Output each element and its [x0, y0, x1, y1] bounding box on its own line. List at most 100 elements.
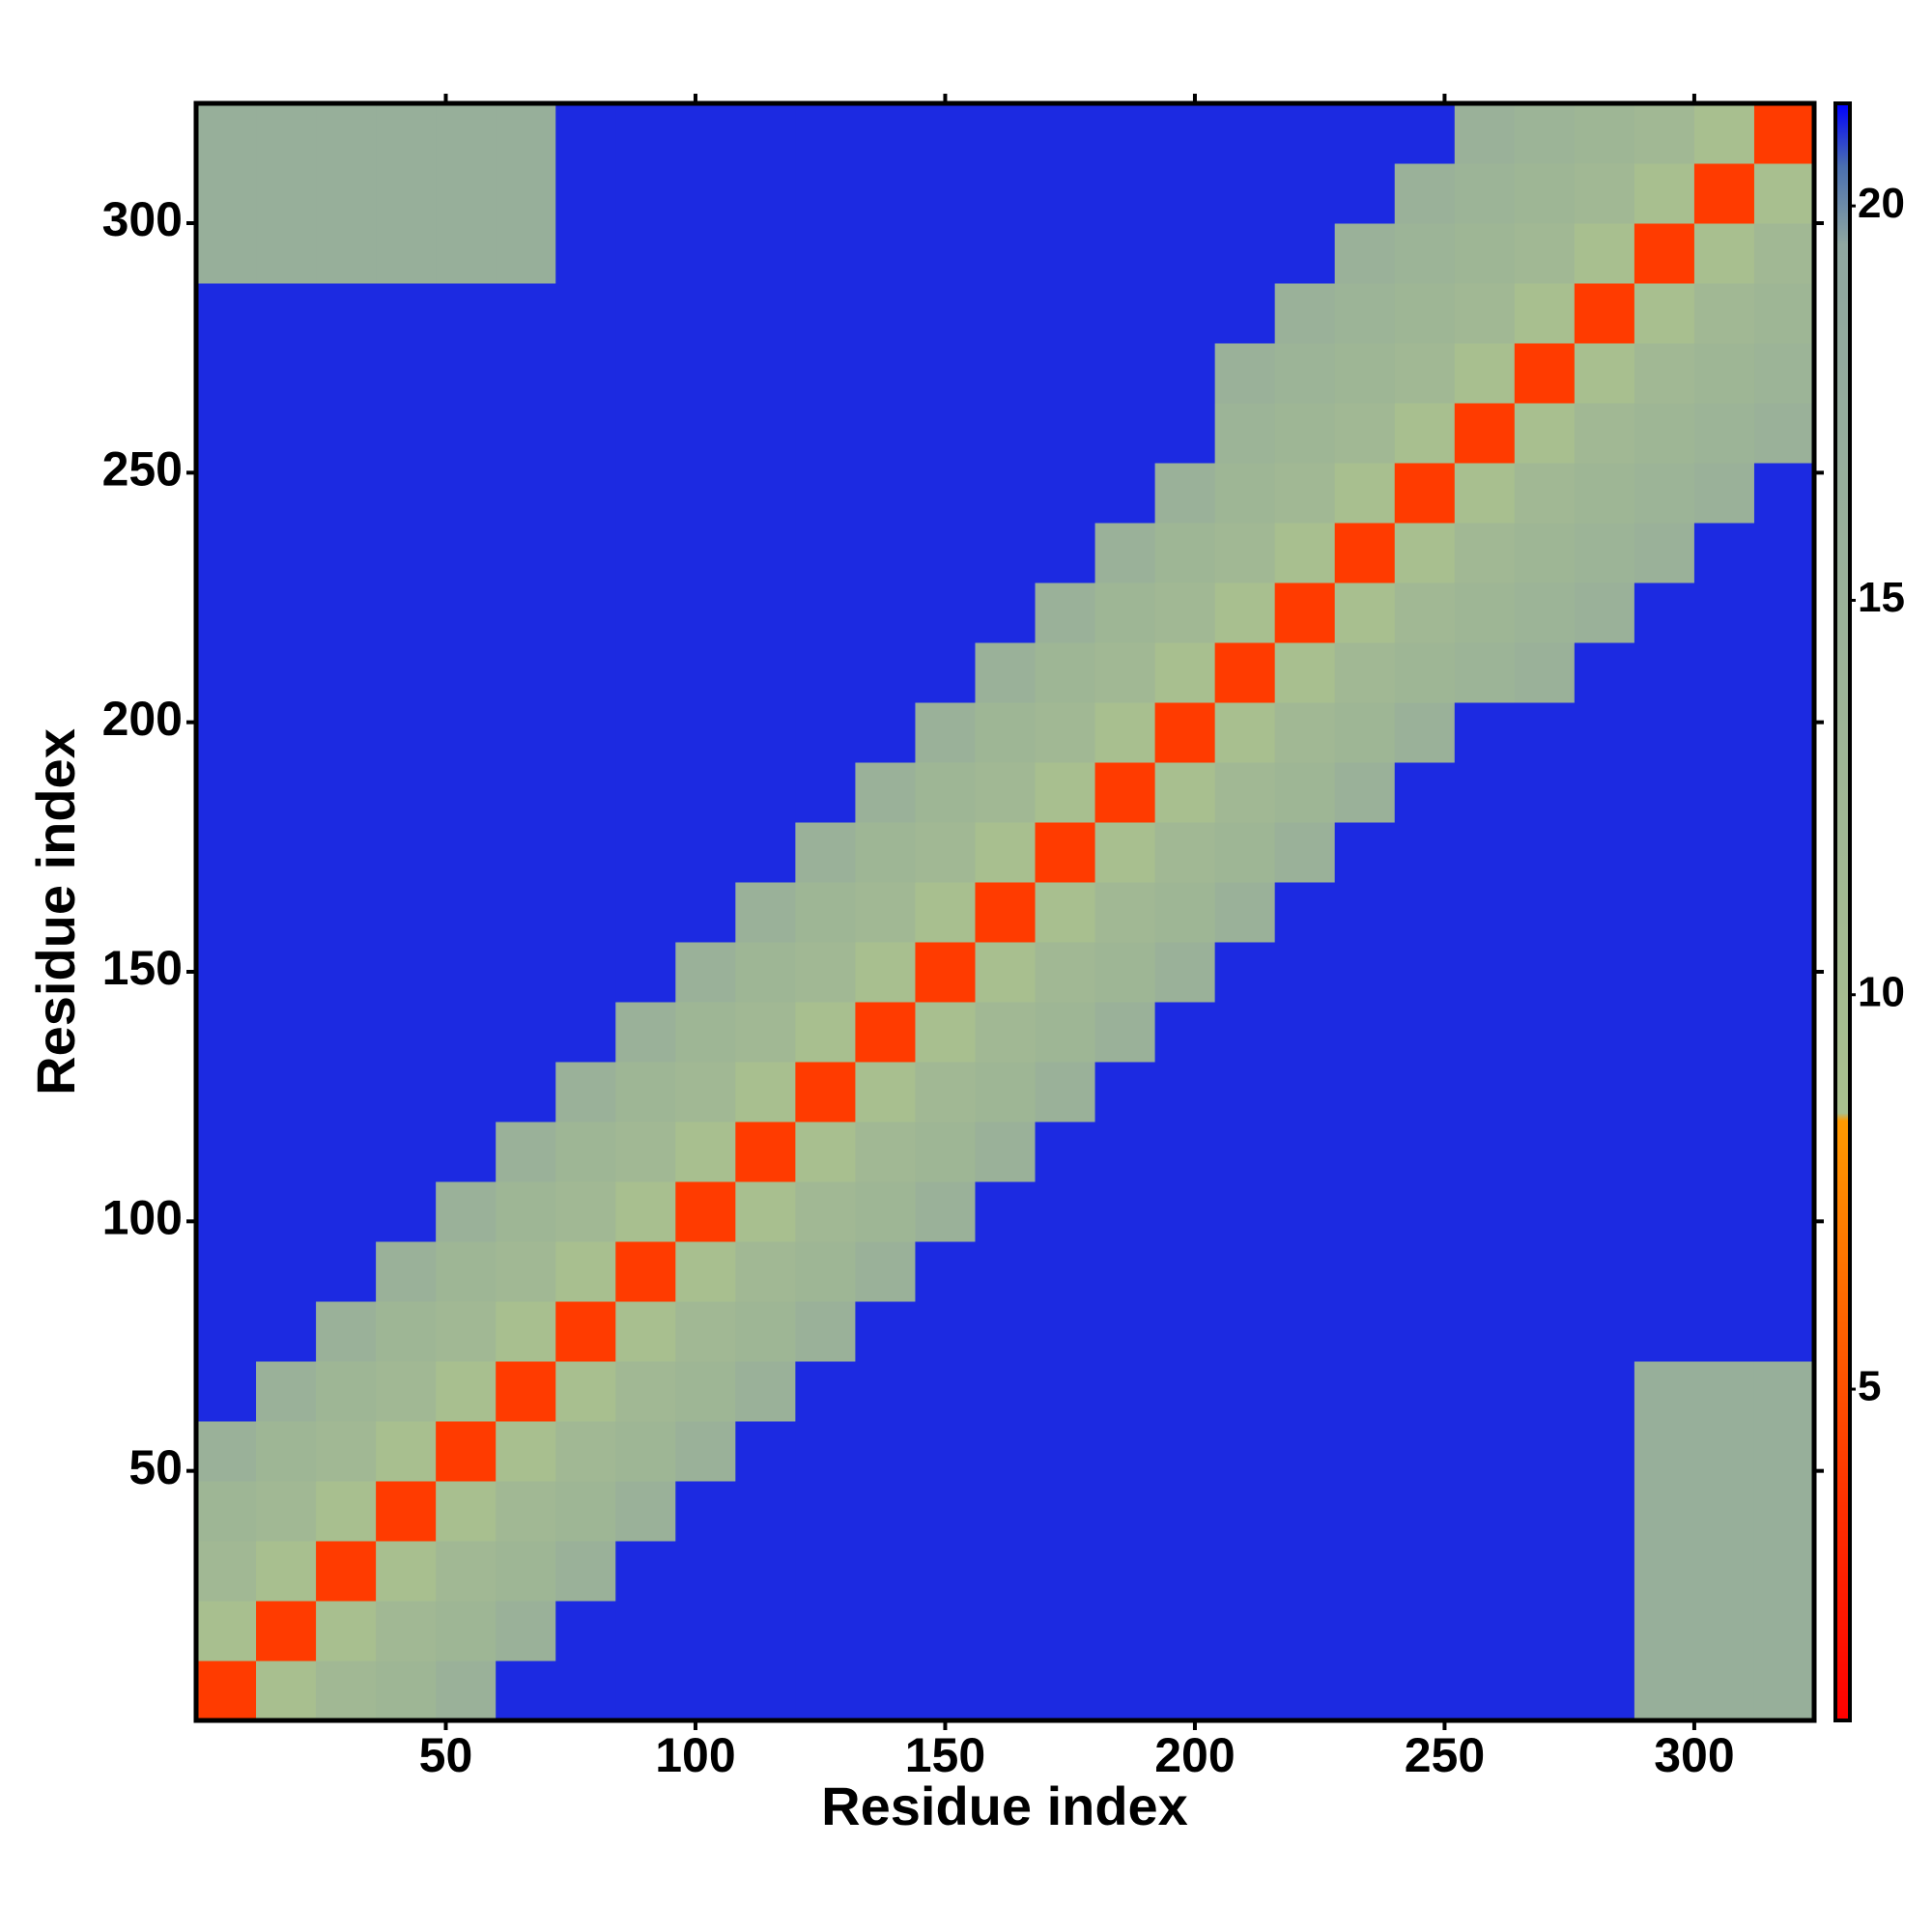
heatmap-cell	[1514, 283, 1576, 344]
heatmap-cell	[855, 942, 916, 1003]
heatmap-cell	[1514, 1481, 1576, 1542]
heatmap-cell	[1574, 103, 1635, 164]
heatmap-cell	[196, 1421, 257, 1482]
heatmap-cell	[675, 403, 736, 464]
heatmap-cell	[1334, 822, 1396, 883]
heatmap-cell	[1753, 942, 1815, 1003]
heatmap-cell	[1753, 1601, 1815, 1662]
heatmap-cell	[316, 1181, 377, 1242]
heatmap-cell	[1454, 163, 1516, 224]
heatmap-cell	[1693, 1002, 1755, 1063]
heatmap-cell	[1514, 1541, 1576, 1602]
heatmap-cell	[1334, 882, 1396, 943]
heatmap-cell	[1574, 942, 1635, 1003]
heatmap-cell	[316, 523, 377, 583]
heatmap-cell	[855, 882, 916, 943]
heatmap-cell	[1634, 822, 1695, 883]
heatmap-cell	[1214, 103, 1276, 164]
heatmap-cell	[975, 1181, 1037, 1242]
heatmap-cell	[675, 1002, 736, 1063]
heatmap-cell	[1094, 1002, 1156, 1063]
heatmap-cell	[496, 762, 556, 823]
heatmap-cell	[1514, 1241, 1576, 1302]
heatmap-cell	[1574, 1181, 1635, 1242]
heatmap-cell	[975, 343, 1037, 404]
heatmap-cell	[1094, 1241, 1156, 1302]
heatmap-cell	[975, 1421, 1037, 1482]
heatmap-cell	[615, 403, 676, 464]
heatmap-cell	[1634, 343, 1695, 404]
heatmap-cell	[1094, 403, 1156, 464]
heatmap-cell	[1693, 762, 1755, 823]
heatmap-cell	[1753, 163, 1815, 224]
heatmap-cell	[855, 283, 916, 344]
heatmap-cell	[1274, 1601, 1336, 1662]
heatmap-cell	[1574, 582, 1635, 643]
heatmap-cell	[1693, 1301, 1755, 1362]
heatmap-cell	[1214, 463, 1276, 524]
heatmap-cell	[555, 403, 616, 464]
heatmap-cell	[1094, 1661, 1156, 1721]
heatmap-cell	[1035, 283, 1096, 344]
heatmap-cell	[376, 223, 437, 284]
heatmap-cell	[675, 702, 736, 763]
heatmap-cell	[915, 1601, 976, 1662]
heatmap-cell	[436, 1002, 497, 1063]
heatmap-cell	[1514, 942, 1576, 1003]
heatmap-cell	[196, 1481, 257, 1542]
heatmap-cell	[855, 223, 916, 284]
heatmap-cell	[1334, 223, 1396, 284]
heatmap-cell	[1634, 942, 1695, 1003]
heatmap-cell	[735, 1241, 796, 1302]
heatmap-cell	[1094, 702, 1156, 763]
heatmap-cell	[1634, 223, 1695, 284]
heatmap-cell	[915, 223, 976, 284]
heatmap-cell	[1394, 223, 1456, 284]
heatmap-cell	[795, 582, 856, 643]
heatmap-cell	[795, 283, 856, 344]
heatmap-cell	[1454, 1541, 1516, 1602]
y-tick-label: 200	[102, 692, 183, 746]
heatmap-cell	[1574, 642, 1635, 703]
heatmap-cell	[735, 822, 796, 883]
heatmap-cell	[1634, 762, 1695, 823]
heatmap-cell	[1214, 1361, 1276, 1422]
heatmap-cell	[496, 1481, 556, 1542]
heatmap-cell	[376, 1541, 437, 1602]
heatmap-cell	[1634, 882, 1695, 943]
heatmap-cell	[1035, 1181, 1096, 1242]
heatmap-cell	[1154, 163, 1216, 224]
heatmap-cell	[316, 463, 377, 524]
heatmap-cell	[675, 343, 736, 404]
heatmap-cell	[1334, 1601, 1396, 1662]
heatmap-cell	[855, 1541, 916, 1602]
heatmap-cell	[1035, 163, 1096, 224]
heatmap-cell	[1214, 822, 1276, 883]
heatmap-cell	[316, 1541, 377, 1602]
heatmap-cell	[1035, 523, 1096, 583]
heatmap-cell	[615, 163, 676, 224]
heatmap-cell	[256, 1361, 317, 1422]
x-tick-label: 150	[905, 1728, 985, 1782]
heatmap-cell	[1514, 163, 1576, 224]
heatmap-cell	[1274, 523, 1336, 583]
heatmap-cell	[675, 103, 736, 164]
heatmap-cell	[1574, 1062, 1635, 1122]
heatmap-cell	[1454, 1361, 1516, 1422]
heatmap-cell	[436, 942, 497, 1003]
heatmap-cell	[316, 103, 377, 164]
heatmap-cell	[436, 1541, 497, 1602]
heatmap-cell	[196, 702, 257, 763]
heatmap-cell	[1574, 1601, 1635, 1662]
heatmap-cell	[1693, 523, 1755, 583]
heatmap-cell	[1753, 822, 1815, 883]
heatmap-cell	[1394, 1062, 1456, 1122]
heatmap-cell	[1154, 403, 1216, 464]
heatmap-cell	[1035, 1241, 1096, 1302]
heatmap-cell	[975, 882, 1037, 943]
y-tick-label: 50	[128, 1440, 183, 1494]
heatmap-cell	[1574, 343, 1635, 404]
heatmap-cell	[256, 343, 317, 404]
heatmap-cell	[795, 343, 856, 404]
